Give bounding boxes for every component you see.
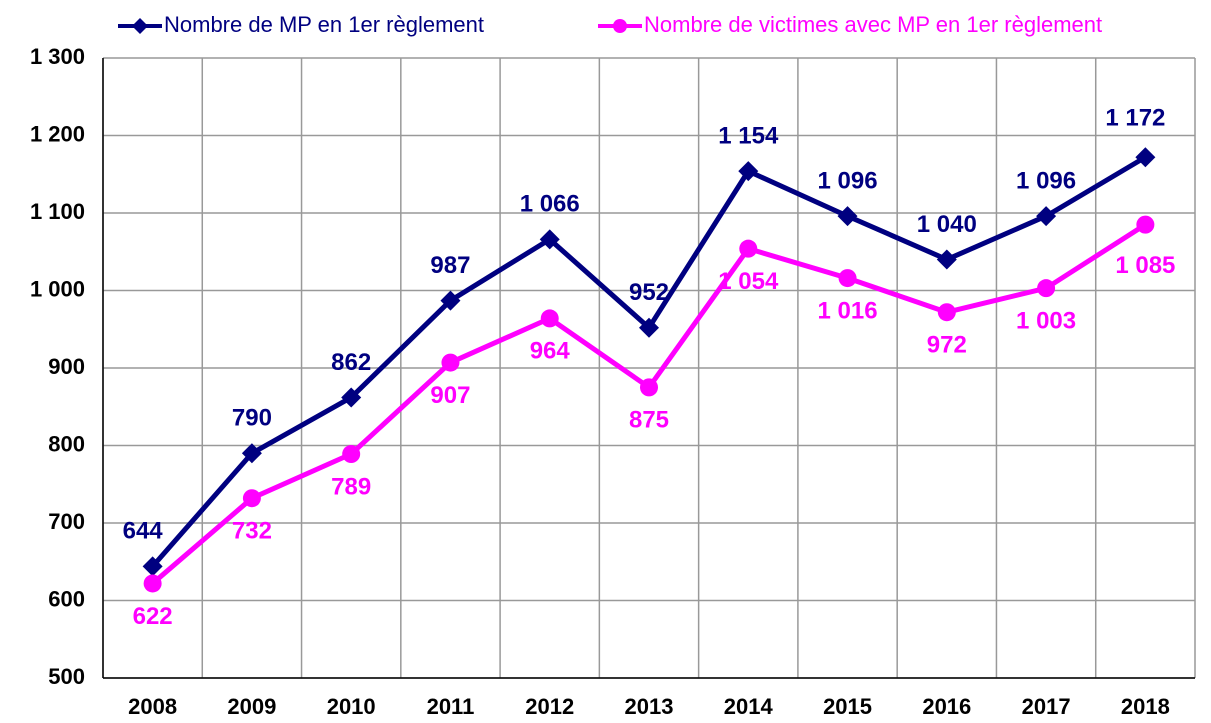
marker [539,229,560,250]
value-label: 907 [430,382,470,409]
marker [1136,215,1155,234]
value-label: 972 [927,332,967,359]
marker [1037,279,1056,298]
y-tick-label: 1 200 [30,121,85,146]
value-label: 1 054 [718,268,779,295]
x-tick-label: 2017 [1022,694,1071,719]
marker [739,239,758,258]
value-label: 952 [629,279,669,306]
value-label: 875 [629,407,669,434]
value-label: 987 [430,252,470,279]
value-label: 1 003 [1016,308,1076,335]
value-label: 1 016 [818,297,878,324]
value-label: 1 096 [818,167,878,194]
value-label: 1 040 [917,211,977,238]
value-label: 789 [331,473,371,500]
value-label: 644 [123,518,164,545]
x-tick-label: 2008 [128,694,177,719]
marker [142,556,163,577]
legend-label: Nombre de victimes avec MP en 1er règlem… [644,12,1102,37]
marker [242,489,261,508]
y-tick-label: 1 000 [30,276,85,301]
marker [1135,147,1156,168]
value-label: 790 [232,405,272,432]
value-label: 1 172 [1105,105,1165,132]
y-tick-label: 900 [48,354,85,379]
marker [937,303,956,322]
marker [838,269,857,288]
marker [639,317,659,338]
marker [440,290,461,311]
y-tick-label: 1 300 [30,44,85,69]
marker [342,445,361,464]
value-label: 1 096 [1016,167,1076,194]
value-label: 732 [232,518,272,545]
x-tick-label: 2018 [1121,694,1170,719]
x-tick-label: 2014 [724,694,774,719]
legend-marker [613,19,627,33]
value-label: 1 085 [1115,252,1175,279]
legend-marker [132,18,148,34]
y-tick-label: 500 [48,664,85,689]
x-tick-label: 2016 [922,694,971,719]
marker [640,378,658,397]
marker [837,206,858,227]
value-label: 1 154 [718,122,779,149]
marker [241,443,262,464]
x-tick-label: 2011 [427,694,475,719]
value-label: 964 [530,338,571,365]
marker [341,387,362,408]
marker [540,309,559,328]
value-label: 862 [331,349,371,376]
marker [738,161,759,182]
x-tick-label: 2013 [625,694,674,719]
x-tick-label: 2009 [227,694,276,719]
x-tick-label: 2010 [327,694,376,719]
y-tick-label: 700 [48,509,85,534]
y-tick-label: 800 [48,431,85,456]
marker [143,574,162,593]
x-tick-label: 2015 [823,694,872,719]
marker [1036,206,1057,227]
x-tick-label: 2012 [525,694,574,719]
value-label: 1 066 [520,191,580,218]
y-tick-label: 600 [48,586,85,611]
value-label: 622 [133,603,173,630]
legend-label: Nombre de MP en 1er règlement [164,12,484,37]
marker [441,353,460,372]
marker [936,249,957,270]
y-tick-label: 1 100 [30,199,85,224]
